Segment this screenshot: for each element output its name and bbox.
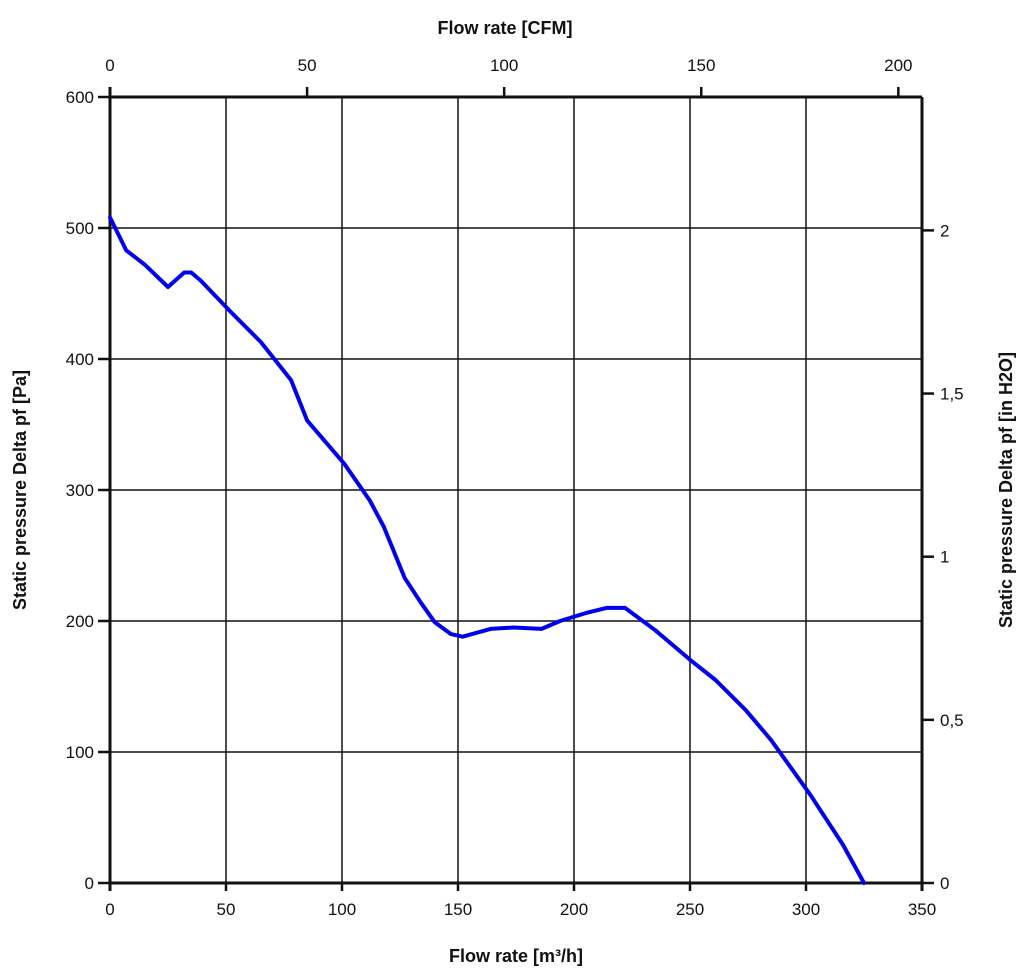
- y2-tick-label: 0: [940, 874, 949, 893]
- y2-tick-label: 1,5: [940, 385, 964, 404]
- x-tick-label: 250: [676, 900, 704, 919]
- right-axis-title: Static pressure Delta pf [in H2O]: [996, 352, 1016, 628]
- x-tick-label: 150: [444, 900, 472, 919]
- grid-lines: [109, 96, 923, 884]
- x2-tick-label: 200: [884, 56, 912, 75]
- tick-labels: 0 50 100 150 200 250 300 3500100200300400500600…: [66, 56, 964, 919]
- axes: [98, 87, 934, 891]
- y-tick-label: 300: [66, 481, 94, 500]
- y-tick-label: 500: [66, 219, 94, 238]
- pressure-curve-line: [108, 215, 866, 885]
- x-tick-label: 0: [105, 900, 114, 919]
- y2-tick-label: 2: [940, 221, 949, 240]
- x-tick-label: 50: [217, 900, 236, 919]
- x2-tick-label: 0: [105, 56, 114, 75]
- y2-tick-label: 0,5: [940, 711, 964, 730]
- x2-tick-label: 100: [490, 56, 518, 75]
- bottom-axis-title: Flow rate [m³/h]: [449, 946, 583, 966]
- x-tick-label: 100: [328, 900, 356, 919]
- y2-tick-label: 1: [940, 548, 949, 567]
- y-tick-label: 600: [66, 88, 94, 107]
- x2-tick-label: 50: [298, 56, 317, 75]
- x-tick-label: 300: [792, 900, 820, 919]
- y-tick-label: 400: [66, 350, 94, 369]
- y-tick-label: 0: [85, 874, 94, 893]
- left-axis-title: Static pressure Delta pf [Pa]: [10, 370, 30, 610]
- x-tick-label: 200: [560, 900, 588, 919]
- y-tick-label: 100: [66, 743, 94, 762]
- x2-tick-label: 150: [687, 56, 715, 75]
- y-tick-label: 200: [66, 612, 94, 631]
- top-axis-title: Flow rate [CFM]: [438, 18, 573, 38]
- x-tick-label: 350: [908, 900, 936, 919]
